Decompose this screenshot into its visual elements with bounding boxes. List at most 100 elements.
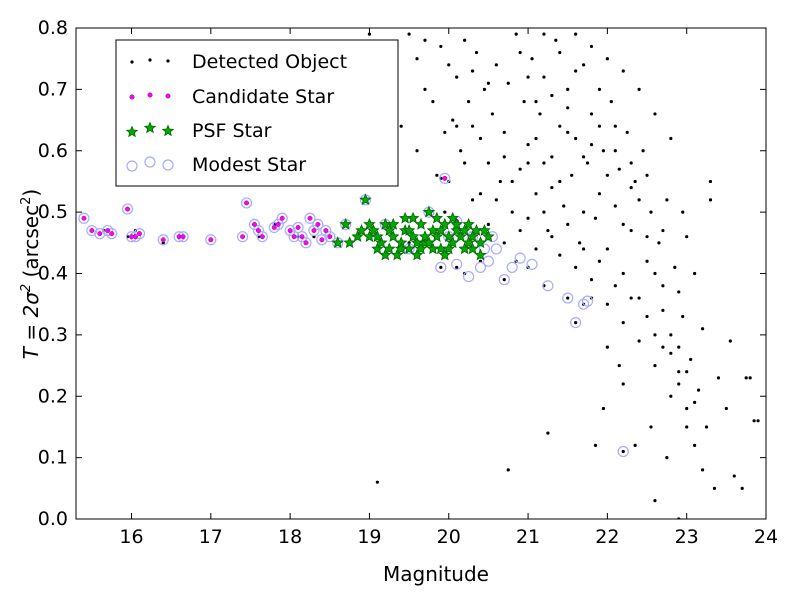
detected-object-point	[657, 241, 661, 245]
psf-star-point	[351, 230, 364, 242]
detected-object-point	[613, 149, 617, 153]
detected-object-point	[653, 333, 657, 337]
detected-object-point	[375, 480, 379, 484]
detected-object-point	[534, 247, 538, 251]
detected-object-point	[566, 87, 570, 91]
detected-object-point	[669, 333, 673, 337]
modest-star-series	[78, 172, 629, 458]
detected-object-point	[653, 271, 657, 276]
psf-star-point	[466, 242, 479, 255]
detected-object-point	[546, 431, 550, 435]
modest-star-point	[284, 224, 296, 237]
detected-object-point	[534, 136, 538, 141]
candidate-star-point	[251, 221, 257, 227]
detected-object-point	[439, 44, 443, 49]
detected-object-point	[526, 161, 530, 165]
candidate-star-point	[180, 234, 186, 240]
modest-star-point	[570, 317, 582, 329]
detected-object-point	[415, 57, 419, 61]
detected-object-point	[673, 265, 677, 269]
detected-object-point	[605, 302, 609, 306]
detected-object-point	[677, 370, 681, 374]
detected-object-point	[748, 376, 752, 380]
detected-object-point	[542, 161, 546, 165]
detected-object-point	[502, 155, 506, 159]
modest-star-point	[514, 252, 526, 264]
detected-object-point	[629, 228, 633, 233]
detected-object-point	[593, 216, 598, 220]
psf-star-point	[446, 211, 459, 224]
detected-object-point	[649, 425, 653, 429]
detected-object-point	[653, 363, 657, 368]
detected-object-point	[653, 498, 657, 503]
detected-object-point	[681, 210, 685, 214]
detected-object-point	[696, 388, 701, 392]
modest-star-point	[581, 295, 594, 307]
detected-object-point	[506, 81, 510, 85]
psf-star-point	[454, 230, 467, 242]
modest-star-point	[462, 270, 475, 283]
candidate-star-point	[319, 237, 325, 243]
detected-object-point	[724, 406, 728, 411]
y-axis-label: T = 2σ2 (arcsec2)	[19, 189, 43, 359]
detected-object-point	[518, 50, 522, 55]
detected-object-point	[625, 130, 629, 134]
modest-star-point	[240, 197, 253, 209]
detected-object-point	[581, 247, 586, 251]
modest-star-point	[506, 261, 518, 273]
detected-object-point	[677, 290, 681, 294]
detected-object-point	[486, 161, 491, 165]
x-tick-label: 16	[119, 526, 143, 548]
candidate-star-point	[311, 228, 317, 233]
candidate-star-point	[133, 234, 138, 240]
detected-object-point	[526, 75, 530, 79]
detected-object-point	[597, 124, 602, 128]
detected-object-point	[621, 449, 625, 454]
detected-object-point	[546, 228, 550, 233]
detected-object-point	[482, 87, 487, 91]
y-tick-label: 0.0	[38, 508, 68, 530]
detected-object-point	[613, 124, 617, 128]
legend-label-psf: PSF Star	[192, 120, 272, 142]
psf-star-point	[442, 242, 455, 255]
detected-object-point	[681, 314, 685, 319]
detected-object-point	[581, 155, 586, 159]
detected-object-point	[423, 87, 427, 91]
detected-object-point	[518, 167, 522, 171]
detected-object-point	[641, 149, 645, 153]
modest-star-point	[439, 172, 451, 184]
detected-object-point	[609, 100, 613, 104]
detected-object-point	[530, 57, 534, 61]
detected-object-point	[478, 136, 483, 141]
candidate-star-point	[307, 215, 313, 221]
candidate-star-point	[279, 215, 285, 221]
x-tick-label: 18	[278, 526, 302, 548]
psf-star-point	[367, 223, 380, 236]
detected-object-point	[451, 118, 455, 122]
modest-star-point	[236, 231, 249, 243]
modest-star-point	[276, 212, 288, 224]
psf-star-point	[438, 248, 452, 261]
detected-object-point	[486, 81, 491, 85]
detected-object-point	[447, 63, 451, 67]
psf-star-point	[379, 248, 392, 261]
detected-object-point	[494, 198, 498, 202]
detected-object-point	[486, 222, 491, 226]
legend: Detected Object Candidate Star PSF Star …	[115, 39, 399, 187]
detected-object-point	[514, 32, 518, 36]
detected-object-point	[455, 265, 459, 269]
detected-object-point	[744, 376, 748, 380]
candidate-star-point	[275, 221, 281, 227]
psf-star-point	[371, 242, 384, 255]
psf-star-point	[446, 236, 459, 249]
detected-object-point	[649, 210, 653, 214]
psf-star-point	[474, 236, 487, 249]
detected-object-point	[629, 185, 633, 190]
psf-star-point	[422, 205, 436, 218]
detected-object-point	[732, 474, 736, 478]
detected-object-point	[693, 271, 697, 276]
modest-star-point	[577, 298, 590, 310]
modest-star-point	[300, 237, 312, 249]
detected-object-point	[589, 278, 594, 282]
psf-star-point	[406, 230, 420, 242]
